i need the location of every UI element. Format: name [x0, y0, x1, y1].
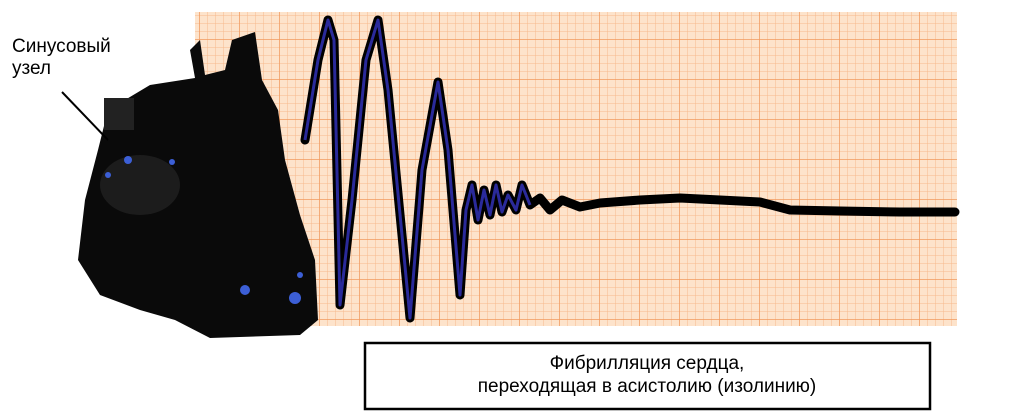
caption-text: Фибрилляция сердца,	[550, 353, 745, 374]
node-label: Синусовый	[12, 36, 111, 57]
node-label: узел	[12, 58, 51, 79]
caption-text: переходящая в асистолию (изолинию)	[478, 376, 817, 397]
caption-box	[363, 341, 932, 411]
ecg-trace	[300, 15, 960, 323]
heart	[78, 32, 318, 338]
pointer-line	[61, 91, 109, 141]
ecg-grid	[195, 12, 957, 326]
